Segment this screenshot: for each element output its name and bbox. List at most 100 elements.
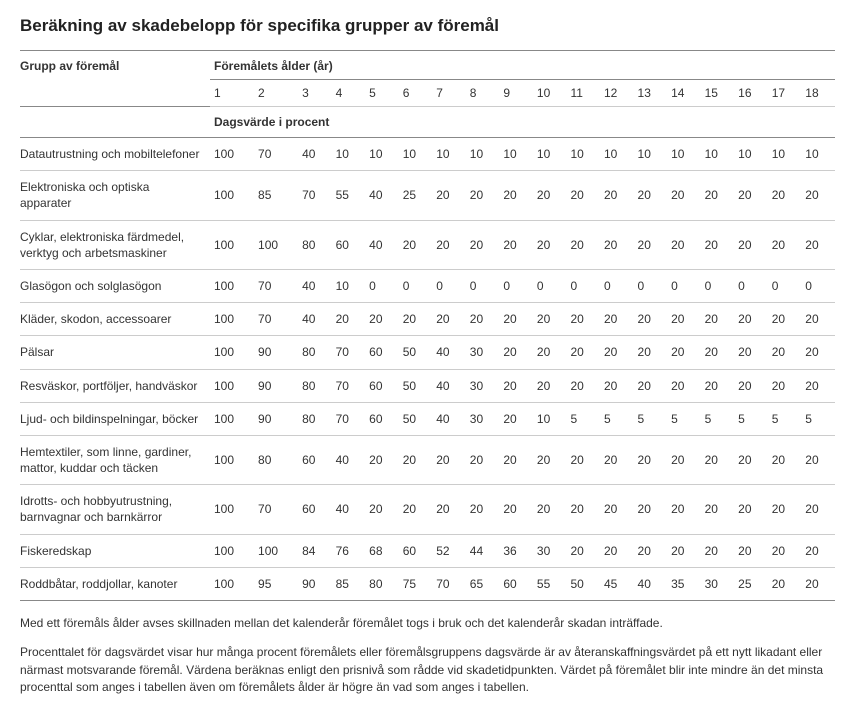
cell-value: 50 (566, 567, 600, 600)
table-row: Pälsar1009080706050403020202020202020202… (20, 336, 835, 369)
cell-value: 20 (667, 303, 701, 336)
cell-value: 40 (298, 269, 332, 302)
cell-value: 20 (499, 303, 533, 336)
cell-value: 20 (432, 303, 466, 336)
table-row: Resväskor, portföljer, handväskor1009080… (20, 369, 835, 402)
cell-value: 100 (210, 171, 254, 220)
cell-value: 5 (801, 402, 835, 435)
table-row: Kläder, skodon, accessoarer1007040202020… (20, 303, 835, 336)
cell-value: 60 (298, 435, 332, 484)
cell-value: 20 (600, 485, 634, 534)
cell-value: 20 (600, 336, 634, 369)
footnotes: Med ett föremåls ålder avses skillnaden … (20, 615, 835, 697)
cell-value: 0 (634, 269, 668, 302)
cell-value: 20 (499, 435, 533, 484)
cell-value: 55 (533, 567, 567, 600)
cell-value: 20 (566, 303, 600, 336)
cell-value: 100 (210, 534, 254, 567)
cell-value: 80 (298, 220, 332, 269)
cell-value: 20 (801, 567, 835, 600)
cell-value: 20 (566, 220, 600, 269)
cell-value: 70 (254, 138, 298, 171)
cell-value: 20 (701, 534, 735, 567)
cell-value: 20 (533, 485, 567, 534)
cell-value: 0 (734, 269, 768, 302)
cell-value: 20 (734, 171, 768, 220)
cell-value: 20 (801, 534, 835, 567)
cell-value: 100 (210, 336, 254, 369)
cell-value: 20 (634, 435, 668, 484)
cell-value: 60 (399, 534, 433, 567)
cell-value: 0 (499, 269, 533, 302)
cell-value: 20 (566, 534, 600, 567)
cell-value: 10 (734, 138, 768, 171)
cell-value: 65 (466, 567, 500, 600)
cell-value: 40 (634, 567, 668, 600)
cell-value: 20 (667, 485, 701, 534)
cell-value: 20 (365, 435, 399, 484)
cell-value: 20 (365, 485, 399, 534)
cell-value: 20 (432, 485, 466, 534)
cell-value: 40 (432, 336, 466, 369)
cell-value: 0 (566, 269, 600, 302)
cell-value: 20 (499, 220, 533, 269)
age-col-15: 15 (701, 80, 735, 107)
cell-value: 80 (254, 435, 298, 484)
cell-value: 100 (210, 435, 254, 484)
cell-value: 100 (254, 220, 298, 269)
cell-value: 0 (399, 269, 433, 302)
cell-value: 40 (432, 369, 466, 402)
cell-value: 20 (432, 220, 466, 269)
cell-value: 60 (499, 567, 533, 600)
cell-value: 44 (466, 534, 500, 567)
cell-value: 10 (768, 138, 802, 171)
cell-value: 20 (600, 303, 634, 336)
cell-value: 20 (667, 435, 701, 484)
cell-value: 10 (667, 138, 701, 171)
cell-value: 10 (432, 138, 466, 171)
cell-value: 20 (533, 220, 567, 269)
cell-value: 20 (801, 435, 835, 484)
cell-value: 20 (734, 485, 768, 534)
cell-value: 20 (332, 303, 366, 336)
age-col-11: 11 (566, 80, 600, 107)
cell-value: 70 (298, 171, 332, 220)
age-col-12: 12 (600, 80, 634, 107)
cell-value: 60 (365, 336, 399, 369)
cell-value: 20 (701, 171, 735, 220)
header-spacer (20, 107, 210, 138)
table-row: Ljud- och bildinspelningar, böcker100908… (20, 402, 835, 435)
cell-value: 20 (634, 534, 668, 567)
cell-value: 50 (399, 369, 433, 402)
cell-value: 20 (634, 171, 668, 220)
cell-value: 20 (466, 303, 500, 336)
cell-value: 0 (801, 269, 835, 302)
age-col-3: 3 (298, 80, 332, 107)
cell-value: 20 (701, 485, 735, 534)
cell-value: 100 (210, 220, 254, 269)
cell-value: 0 (667, 269, 701, 302)
age-col-10: 10 (533, 80, 567, 107)
header-age-label: Föremålets ålder (år) (210, 51, 835, 80)
cell-value: 20 (399, 485, 433, 534)
cell-value: 0 (701, 269, 735, 302)
cell-value: 100 (210, 567, 254, 600)
cell-value: 100 (210, 138, 254, 171)
cell-value: 20 (566, 369, 600, 402)
cell-value: 85 (254, 171, 298, 220)
cell-value: 20 (768, 171, 802, 220)
age-col-17: 17 (768, 80, 802, 107)
row-label: Elektroniska och optiska apparater (20, 171, 210, 220)
cell-value: 10 (466, 138, 500, 171)
cell-value: 100 (210, 269, 254, 302)
cell-value: 10 (566, 138, 600, 171)
cell-value: 36 (499, 534, 533, 567)
cell-value: 20 (701, 220, 735, 269)
cell-value: 10 (332, 269, 366, 302)
cell-value: 80 (298, 369, 332, 402)
cell-value: 40 (332, 485, 366, 534)
row-label: Resväskor, portföljer, handväskor (20, 369, 210, 402)
cell-value: 20 (801, 220, 835, 269)
cell-value: 80 (298, 336, 332, 369)
cell-value: 20 (734, 336, 768, 369)
